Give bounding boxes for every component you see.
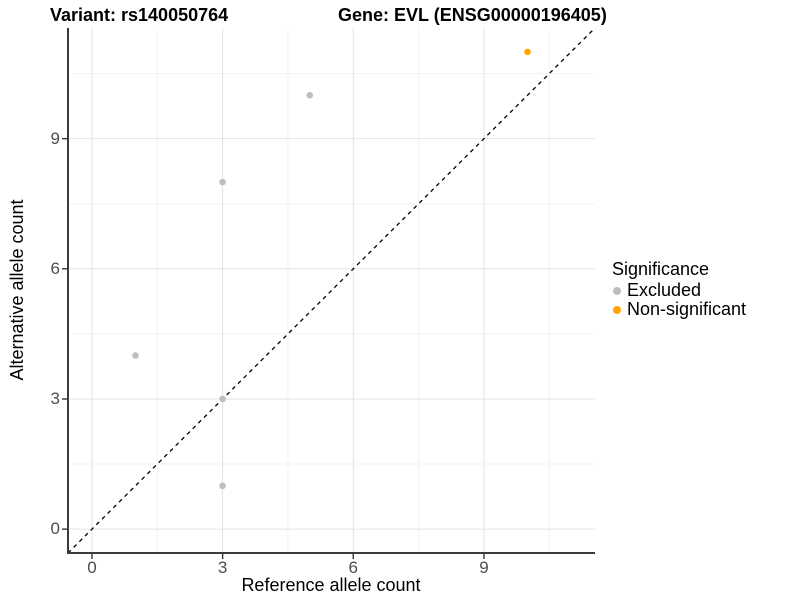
x-axis-title: Reference allele count: [241, 575, 421, 595]
legend-swatch-icon: [613, 286, 621, 295]
data-point-non-significant: [524, 48, 531, 56]
legend-items: Excluded Non-significant: [612, 280, 747, 319]
data-point-excluded: [132, 352, 139, 359]
legend: Significance Excluded Non-significant: [612, 258, 746, 319]
plot-title-gene: Gene: EVL (ENSG00000196405): [338, 5, 607, 25]
legend-item: Non-significant: [612, 299, 747, 319]
data-point-excluded: [219, 178, 226, 186]
legend-item: Excluded: [612, 280, 746, 300]
legend-swatch-icon: [613, 305, 621, 314]
legend-item-label: Excluded: [627, 280, 702, 300]
plot-title-variant: Variant: rs140050764: [50, 5, 229, 25]
y-tick-label: 0: [50, 519, 60, 539]
data-point-excluded: [219, 395, 226, 403]
x-tick-label: 0: [87, 558, 97, 577]
data-point-excluded: [306, 91, 314, 99]
data-point-excluded: [219, 482, 226, 490]
legend-item-label: Non-significant: [627, 299, 747, 319]
y-tick-label: 3: [50, 388, 60, 408]
legend-title: Significance: [612, 259, 710, 279]
y-tick-label: 6: [50, 258, 60, 278]
x-tick-label: 9: [479, 558, 489, 577]
x-tick-label: 3: [217, 558, 228, 577]
x-tick-label: 6: [348, 558, 358, 577]
y-axis-title: Alternative allele count: [7, 199, 27, 381]
identity-line: [67, 27, 596, 554]
y-tick-label: 9: [50, 128, 60, 148]
